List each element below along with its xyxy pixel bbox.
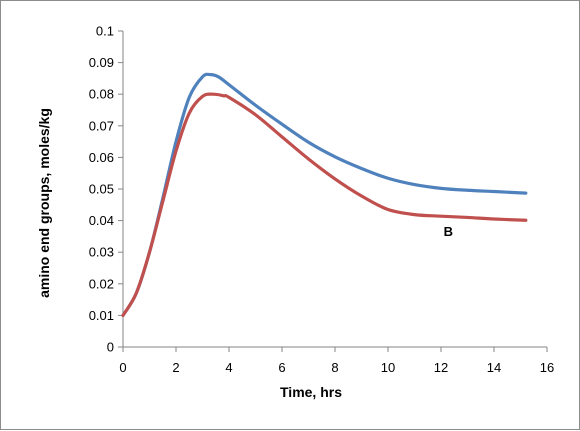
y-tick-label: 0.09 (89, 55, 114, 70)
y-tick-label: 0.05 (89, 182, 114, 197)
x-axis-title: Time, hrs (280, 384, 342, 400)
x-tick-label: 8 (331, 360, 338, 375)
annotation-label: B (444, 224, 453, 239)
x-axis-ticks: 0 2 4 6 8 10 12 14 16 (119, 347, 554, 375)
series-layer (121, 72, 528, 317)
y-tick-label: 0.03 (89, 245, 114, 260)
y-tick-label: 0.01 (89, 308, 114, 323)
x-tick-label: 12 (434, 360, 448, 375)
y-axis-ticks: 0 0.01 0.02 0.03 0.04 0.05 0.06 0.07 0.08 0.09 0.1 (89, 24, 123, 355)
series-line-1 (121, 72, 528, 317)
x-tick-label: 16 (540, 360, 554, 375)
x-tick-label: 14 (487, 360, 501, 375)
x-tick-label: 10 (381, 360, 395, 375)
x-tick-label: 4 (225, 360, 232, 375)
annotation-layer: B (444, 224, 453, 239)
y-tick-label: 0.04 (89, 213, 114, 228)
y-axis-title: amino end groups, moles/kg (36, 108, 52, 298)
x-tick-label: 0 (119, 360, 126, 375)
y-tick-label: 0 (107, 340, 114, 355)
series-line-2 (121, 92, 528, 317)
x-tick-label: 6 (278, 360, 285, 375)
x-tick-label: 2 (172, 360, 179, 375)
y-tick-label: 0.08 (89, 87, 114, 102)
y-tick-label: 0.02 (89, 276, 114, 291)
y-tick-label: 0.1 (96, 24, 114, 39)
y-tick-label: 0.07 (89, 118, 114, 133)
y-tick-label: 0.06 (89, 150, 114, 165)
